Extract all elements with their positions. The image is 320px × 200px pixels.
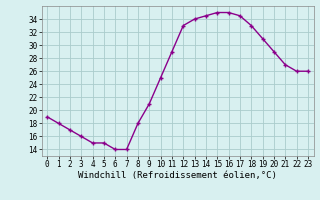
X-axis label: Windchill (Refroidissement éolien,°C): Windchill (Refroidissement éolien,°C) [78, 171, 277, 180]
